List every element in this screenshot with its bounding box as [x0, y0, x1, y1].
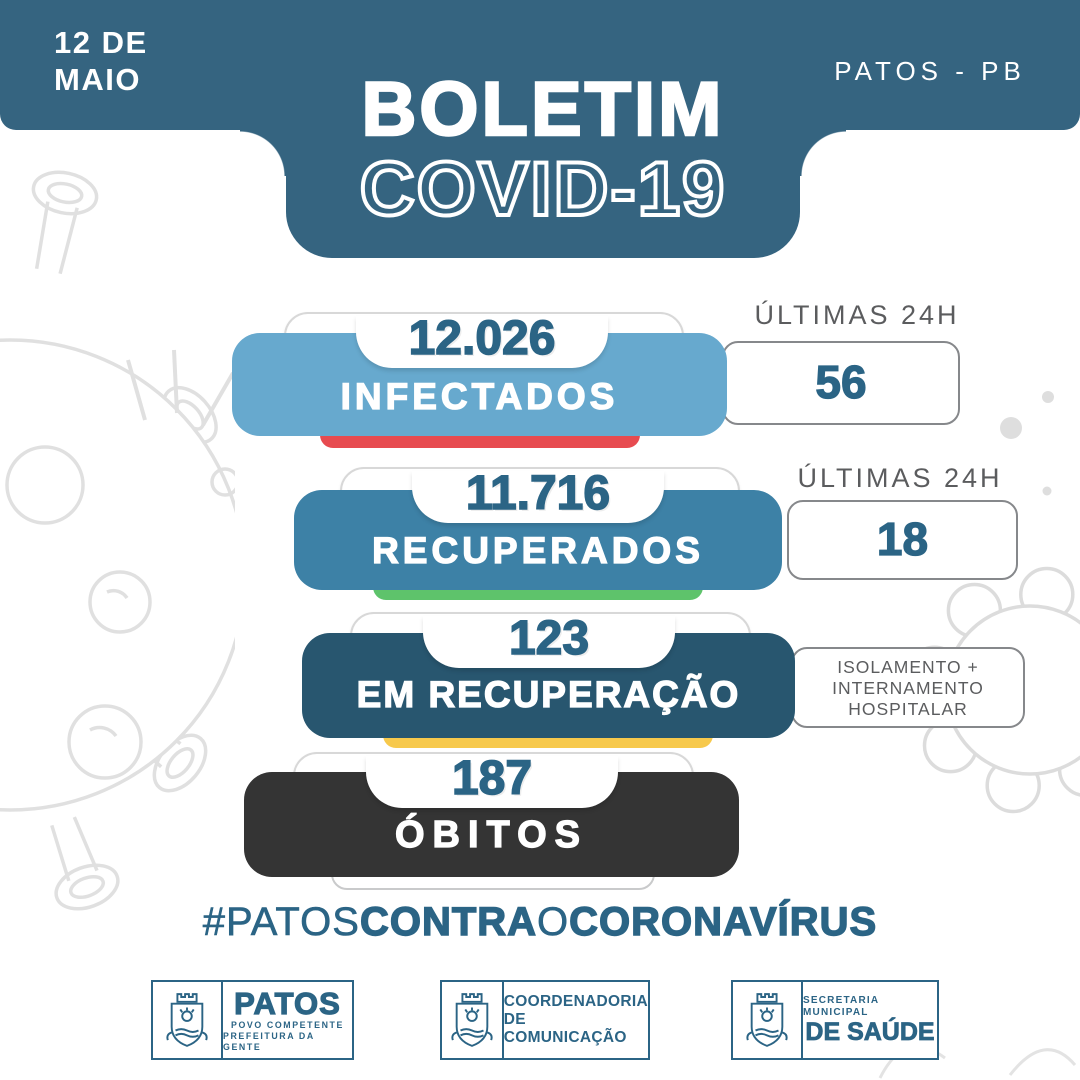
bulletin-subtitle: COVID-19	[358, 145, 727, 234]
stat-value-recuperados: 11.716	[465, 466, 611, 521]
date-line2: MAIO	[54, 62, 141, 97]
side-note-line3: HOSPITALAR	[848, 699, 968, 719]
side-label-infectados: ÚLTIMAS 24H	[754, 300, 960, 330]
side-value-box-recuperados: 18	[787, 500, 1018, 580]
logo-coordenadoria-line1: COORDENADORIA	[503, 993, 648, 1010]
dots-doodle-icon	[1000, 391, 1054, 496]
logo-patos-title: PATOS	[234, 985, 341, 1021]
side-value-box-infectados: 56	[722, 341, 960, 425]
value-notch-recuperados	[412, 471, 664, 523]
bulletin-title: BOLETIM	[360, 66, 725, 154]
date-badge: 12 DE MAIO	[54, 24, 148, 98]
stat-label-obitos: ÓBITOS	[394, 813, 588, 856]
logo-coordenadoria-line2: DE COMUNICAÇÃO	[503, 1011, 627, 1046]
side-value-infectados: 56	[815, 355, 867, 408]
logo-coordenadoria: COORDENADORIA DE COMUNICAÇÃO	[440, 980, 650, 1060]
stat-label-infectados: INFECTADOS	[340, 375, 619, 417]
side-note-box: ISOLAMENTO + INTERNAMENTO HOSPITALAR	[791, 647, 1025, 728]
logo-saude-line1: SECRETARIA MUNICIPAL	[803, 995, 879, 1018]
value-notch-obitos	[366, 756, 618, 808]
virus-gear-doodle-icon	[906, 566, 1080, 814]
side-label-recuperados: ÚLTIMAS 24H	[797, 463, 1003, 493]
patos-crest-icon	[442, 982, 504, 1058]
title-panel	[286, 0, 800, 258]
value-notch-infectados	[356, 316, 608, 368]
value-notch-em-recuperacao	[423, 616, 675, 668]
stat-value-infectados: 12.026	[408, 311, 556, 366]
side-note-line2: INTERNAMENTO	[832, 678, 984, 698]
logo-prefeitura-patos: PATOS POVO COMPETENTE PREFEITURA DA GENT…	[151, 980, 354, 1060]
side-note-line1: ISOLAMENTO +	[837, 657, 979, 677]
patos-crest-icon	[733, 982, 803, 1058]
stat-value-em-recuperacao: 123	[508, 611, 590, 666]
date-line1: 12 DE	[54, 25, 148, 60]
stat-label-em-recuperacao: EM RECUPERAÇÃO	[356, 673, 741, 715]
header-fillet-right	[800, 130, 846, 176]
virus-doodle-left-icon	[0, 170, 235, 911]
stat-label-recuperados: RECUPERADOS	[371, 529, 704, 571]
hashtag-part-1: #PATOS	[202, 900, 360, 945]
hashtag-part-4: CORONAVÍRUS	[568, 899, 878, 944]
logo-saude-line2: DE SAÚDE	[805, 1018, 935, 1046]
patos-crest-icon	[153, 982, 223, 1058]
side-value-recuperados: 18	[876, 512, 929, 565]
hashtag-part-3: O	[537, 900, 570, 945]
hashtag: #PATOSCONTRAOCORONAVÍRUS	[0, 899, 1080, 945]
header-fillet-left	[240, 130, 286, 176]
location-label: PATOS - PB	[834, 56, 1026, 86]
hashtag-part-2: CONTRA	[359, 899, 538, 944]
logo-patos-sub1: POVO COMPETENTE	[231, 1019, 344, 1030]
logo-patos-sub2: PREFEITURA DA GENTE	[223, 1030, 315, 1052]
stat-value-obitos: 187	[451, 751, 533, 806]
logo-secretaria-saude: SECRETARIA MUNICIPAL DE SAÚDE	[731, 980, 939, 1060]
